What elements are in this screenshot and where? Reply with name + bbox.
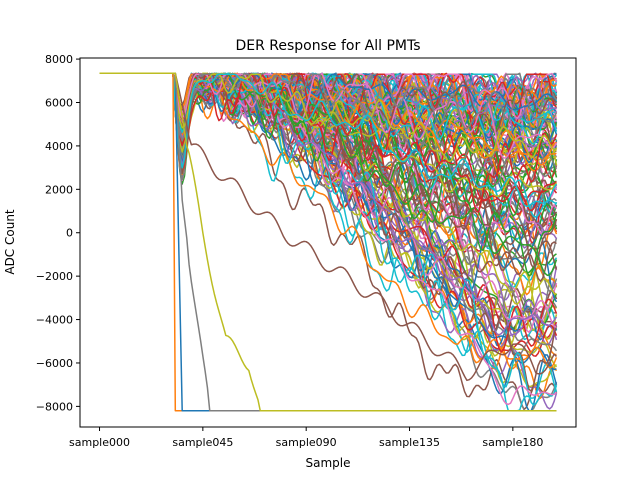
x-tick-label: sample000 (69, 436, 130, 449)
x-tick-label: sample135 (379, 436, 440, 449)
y-tick-label: 2000 (45, 183, 73, 196)
x-axis-label: Sample (306, 456, 351, 470)
y-axis-label: ADC Count (3, 209, 17, 275)
x-axis-ticks: sample000 sample045 sample090 sample135 samp… (69, 427, 543, 449)
y-tick-label: 8000 (45, 53, 73, 66)
plot-area (99, 72, 558, 412)
series-line (99, 72, 557, 412)
plot-frame (79, 57, 577, 428)
y-tick-label: 6000 (45, 96, 73, 109)
y-tick-label: −8000 (36, 400, 73, 413)
y-tick-label: −6000 (36, 357, 73, 370)
x-tick-label: sample180 (482, 436, 543, 449)
y-tick-label: −2000 (36, 270, 73, 283)
y-tick-label: 0 (66, 227, 73, 240)
chart-title: DER Response for All PMTs (235, 38, 420, 54)
y-tick-label: −4000 (36, 314, 73, 327)
x-tick-label: sample090 (276, 436, 337, 449)
y-tick-label: 4000 (45, 140, 73, 153)
y-axis-ticks: −8000 −6000 −4000 −2000 0 2000 4000 6000 8000 (36, 53, 80, 413)
x-tick-label: sample045 (172, 436, 233, 449)
